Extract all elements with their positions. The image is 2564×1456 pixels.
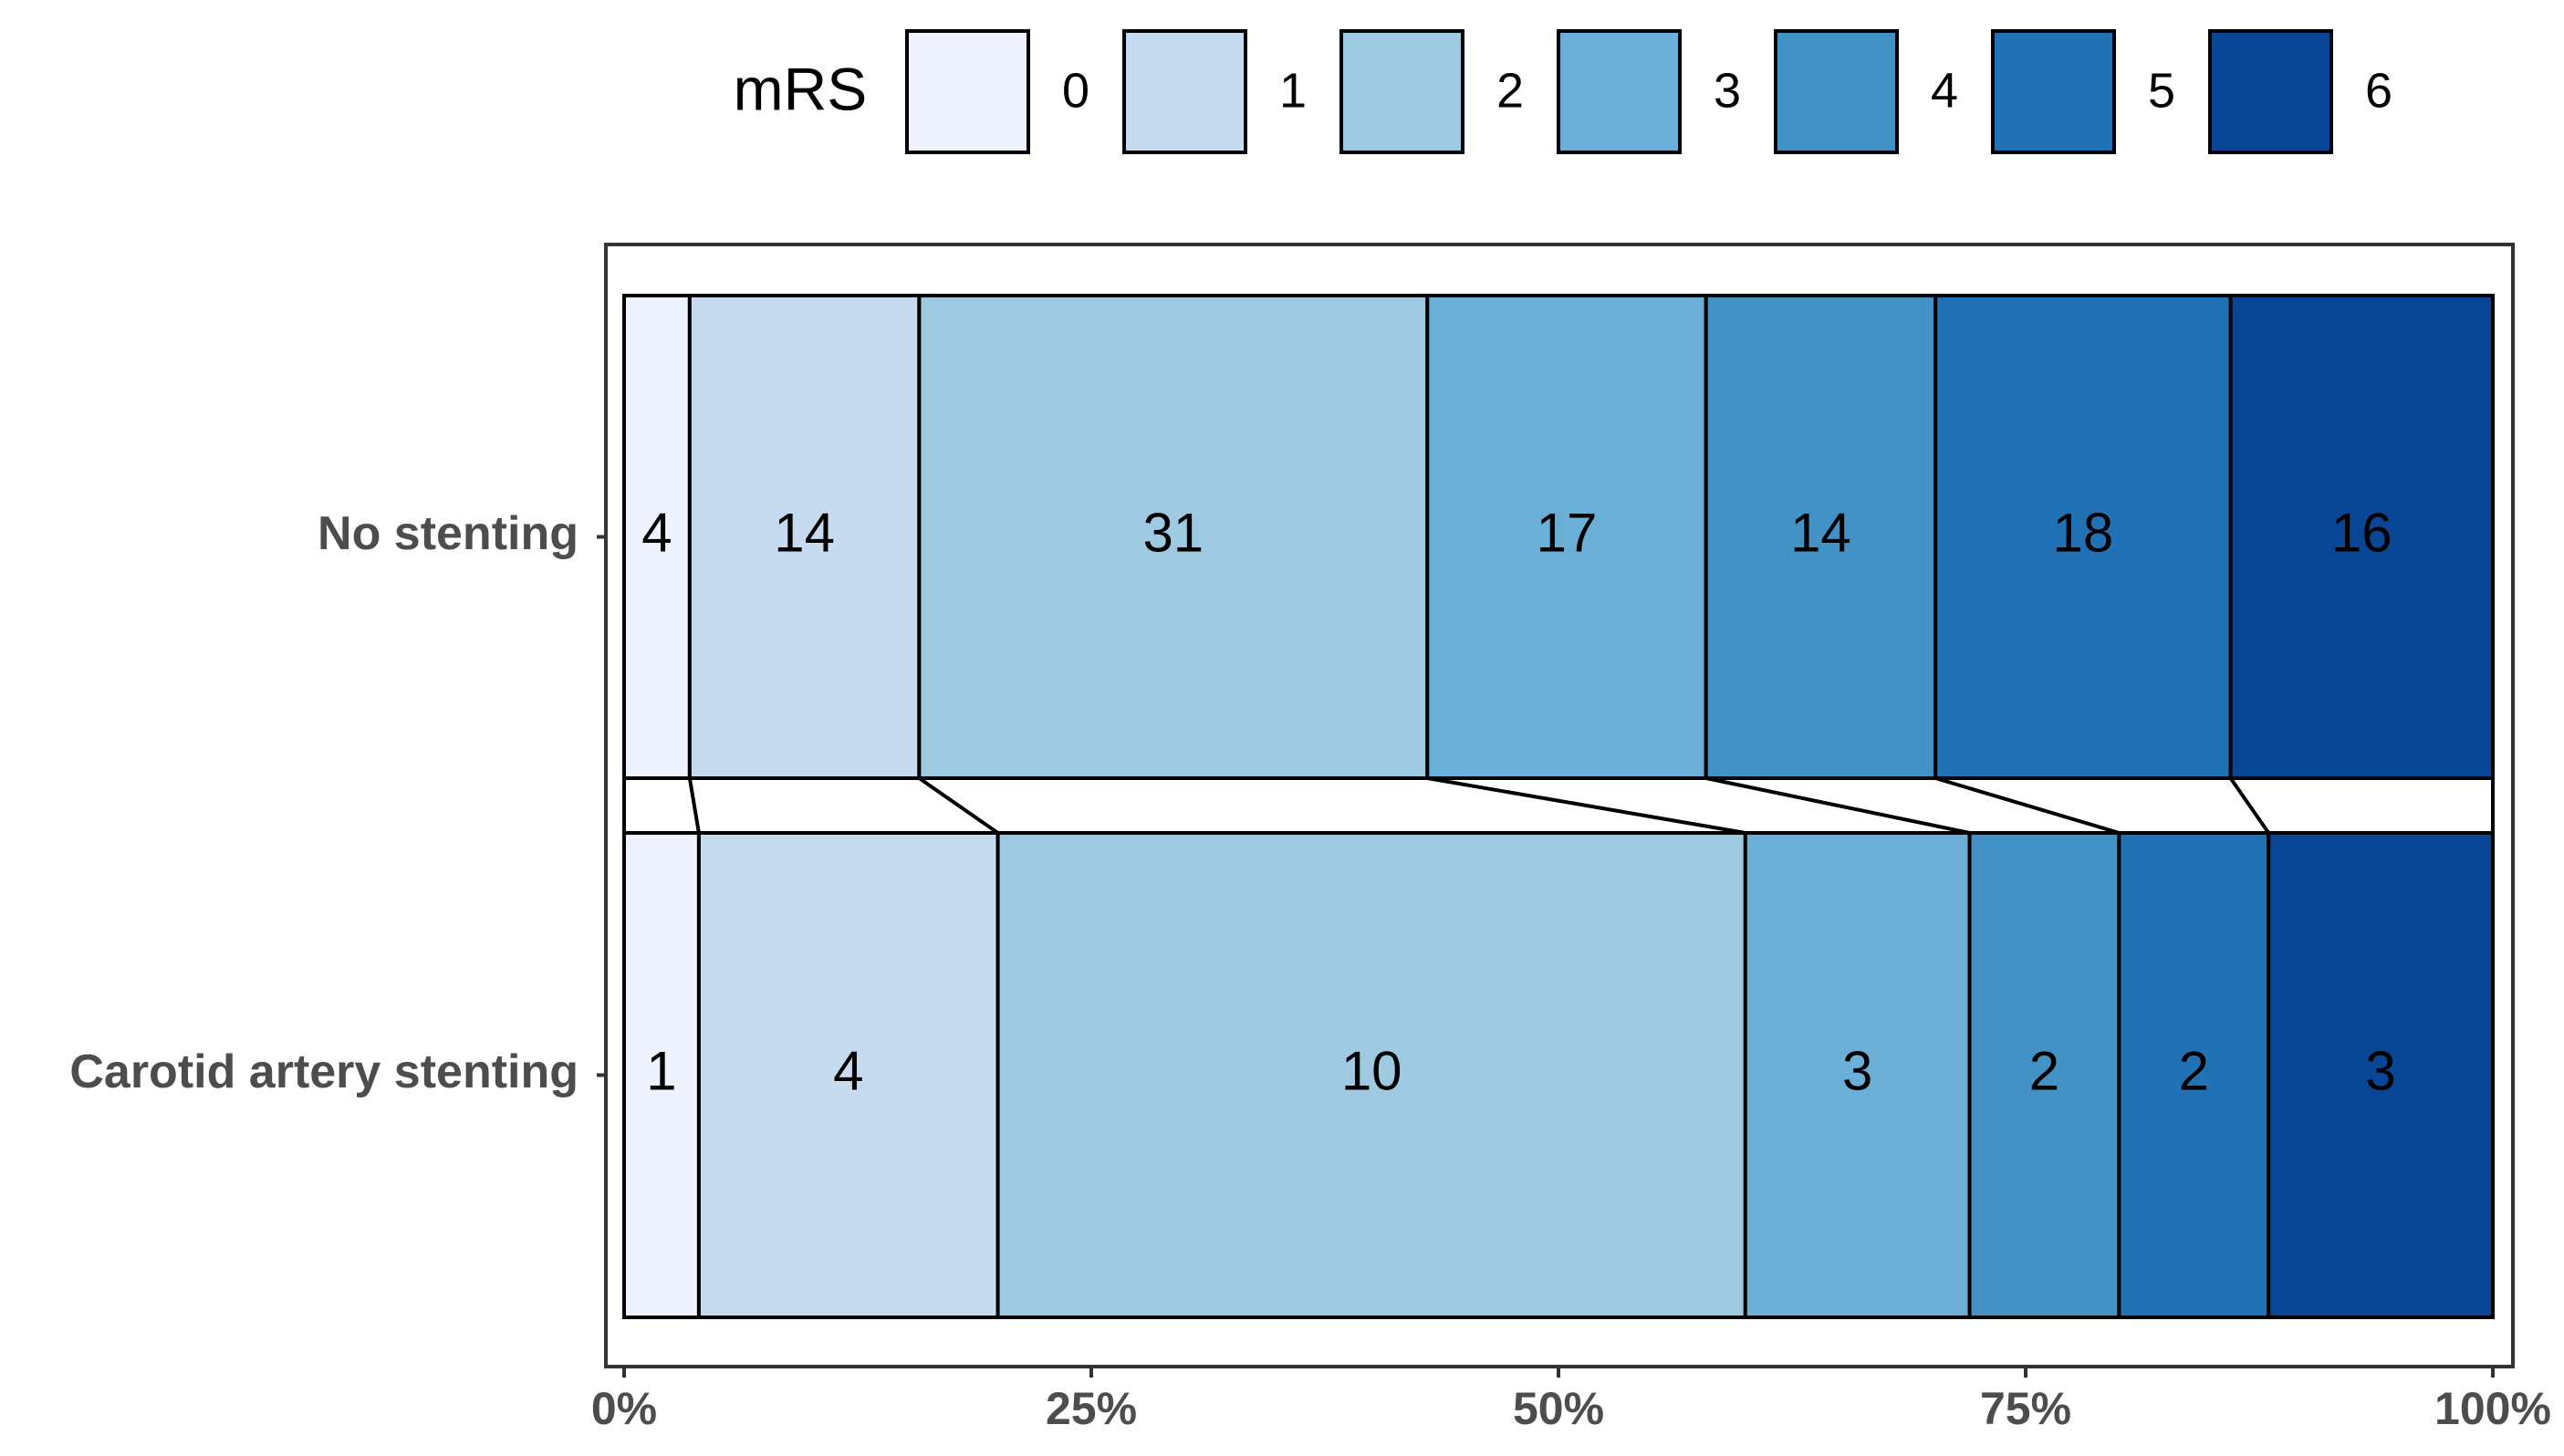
bar-segment <box>1704 294 1938 780</box>
bar-segment <box>1967 831 2121 1319</box>
legend-label: 5 <box>2148 63 2175 118</box>
bar-segment <box>2267 831 2495 1319</box>
bar-segment <box>1743 831 1972 1319</box>
value-label: 14 <box>1790 502 1851 563</box>
bar-segment <box>1933 294 2233 780</box>
value-label: 3 <box>1842 1040 1872 1101</box>
connector <box>1705 776 1970 835</box>
value-label: 18 <box>2053 502 2114 563</box>
y-tick-label: No stenting <box>318 507 578 560</box>
connector <box>2228 776 2270 835</box>
legend-label: 2 <box>1496 63 1524 118</box>
bar-segment <box>696 831 1000 1319</box>
legend-swatch <box>1774 29 1899 154</box>
x-tick-label: 75% <box>1980 1383 2071 1434</box>
bar-segment <box>2117 831 2271 1319</box>
value-label: 2 <box>2179 1040 2209 1101</box>
legend-swatch <box>1557 29 1682 154</box>
bar-segment <box>2228 294 2496 780</box>
legend-label: 6 <box>2365 63 2392 118</box>
x-tick-label: 50% <box>1513 1383 1604 1434</box>
connector <box>918 776 999 835</box>
legend-title: mRS <box>734 55 868 122</box>
value-label: 4 <box>833 1040 863 1101</box>
connector <box>1934 776 2120 835</box>
y-tick-label: Carotid artery stenting <box>69 1045 578 1098</box>
legend-label: 3 <box>1714 63 1741 118</box>
x-tick-label: 100% <box>2434 1383 2551 1434</box>
bar-segment <box>917 294 1430 780</box>
connector <box>1426 776 1746 835</box>
value-label: 31 <box>1142 502 1204 563</box>
legend-swatch <box>1122 29 1247 154</box>
legend-swatch <box>1991 29 2116 154</box>
value-label: 16 <box>2331 502 2392 563</box>
legend-swatch <box>905 29 1030 154</box>
legend-label: 0 <box>1062 63 1089 118</box>
legend-swatch <box>1339 29 1464 154</box>
x-tick-label: 0% <box>591 1383 657 1434</box>
value-label: 3 <box>2365 1040 2395 1101</box>
value-label: 10 <box>1341 1040 1402 1101</box>
bar-segment <box>1425 294 1708 780</box>
legend-label: 1 <box>1279 63 1307 118</box>
legend-swatch <box>2208 29 2333 154</box>
value-label: 4 <box>641 502 672 563</box>
legend-label: 4 <box>1931 63 1958 118</box>
bar-segment <box>687 294 922 780</box>
bar-segment <box>995 831 1747 1319</box>
x-tick-label: 25% <box>1046 1383 1137 1434</box>
value-label: 17 <box>1537 502 1598 563</box>
bar-segment <box>622 294 692 780</box>
value-label: 1 <box>646 1040 676 1101</box>
value-label: 14 <box>774 502 835 563</box>
value-label: 2 <box>2029 1040 2059 1101</box>
connector <box>687 777 701 834</box>
